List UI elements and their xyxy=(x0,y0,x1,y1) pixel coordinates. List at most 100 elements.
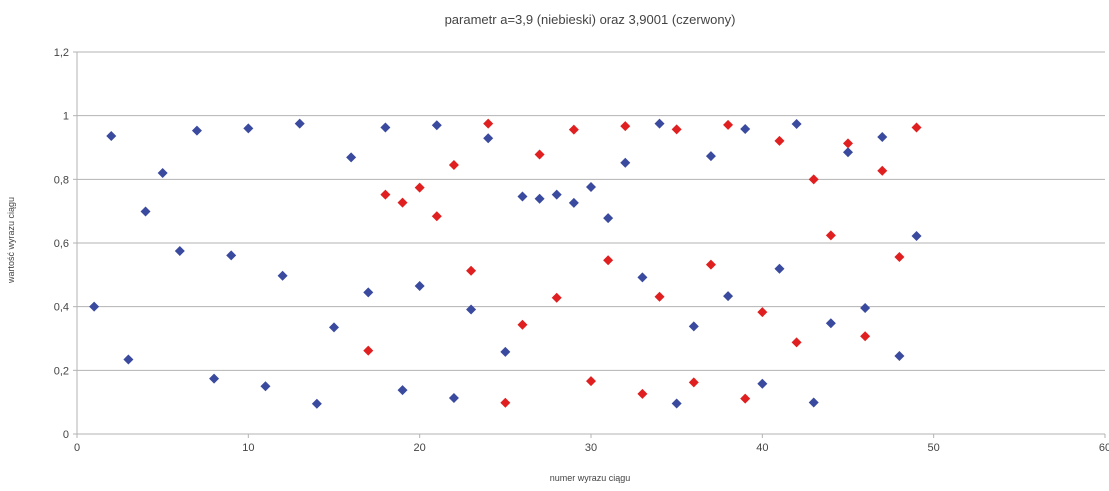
series-0-point-7 xyxy=(209,373,220,384)
series-0-point-18 xyxy=(397,385,408,396)
series-0-point-32 xyxy=(637,272,648,283)
series-1-point-3 xyxy=(414,182,425,193)
chart-title: parametr a=3,9 (niebieski) oraz 3,9001 (… xyxy=(445,12,736,27)
series-1-point-10 xyxy=(534,149,545,160)
series-1-point-5 xyxy=(448,160,459,171)
y-tick-label-0: 0 xyxy=(63,429,69,441)
series-0-point-43 xyxy=(825,318,836,329)
series-0-point-10 xyxy=(260,381,271,392)
series-0-point-6 xyxy=(191,125,202,136)
series-0-point-16 xyxy=(363,287,374,298)
series-0-point-37 xyxy=(723,291,734,302)
series-0-point-26 xyxy=(534,193,545,204)
x-tick-label-1: 10 xyxy=(242,442,254,454)
y-tick-label-5: 1 xyxy=(63,111,69,123)
series-0-point-11 xyxy=(277,270,288,281)
series-0-point-4 xyxy=(157,167,168,178)
x-tick-label-4: 40 xyxy=(756,442,768,454)
series-0-point-48 xyxy=(911,230,922,241)
x-tick-label-0: 0 xyxy=(74,442,80,454)
series-0-point-35 xyxy=(688,321,699,332)
series-1-point-2 xyxy=(397,197,408,208)
series-1-point-26 xyxy=(808,174,819,185)
series-1-point-4 xyxy=(431,211,442,222)
series-0-point-14 xyxy=(329,322,339,333)
series-0-point-42 xyxy=(808,397,819,408)
y-tick-label-3: 0,6 xyxy=(54,238,69,250)
series-0-point-20 xyxy=(431,120,442,131)
series-0-point-1 xyxy=(106,131,117,142)
series-0-point-47 xyxy=(894,351,905,362)
series-0-point-33 xyxy=(654,118,665,129)
series-1-point-15 xyxy=(620,121,631,132)
series-0-point-28 xyxy=(568,197,579,208)
series-1-point-25 xyxy=(791,337,802,348)
series-0-point-27 xyxy=(551,189,562,200)
series-0-point-12 xyxy=(294,118,305,129)
series-1-point-18 xyxy=(671,124,682,135)
series-0-point-5 xyxy=(174,245,185,256)
series-0-point-30 xyxy=(603,213,614,224)
series-1-point-24 xyxy=(774,135,785,146)
series-0-point-40 xyxy=(774,263,785,274)
series-0-point-8 xyxy=(226,250,237,261)
series-1-point-29 xyxy=(860,331,871,342)
series-0-point-24 xyxy=(500,346,511,357)
series-0-point-22 xyxy=(466,304,477,315)
series-1-point-28 xyxy=(843,138,853,149)
series-1-point-17 xyxy=(654,291,665,302)
series-0-point-44 xyxy=(843,147,853,158)
series-1-point-12 xyxy=(568,124,579,135)
series-0-point-17 xyxy=(380,122,391,133)
series-0-point-13 xyxy=(311,398,322,409)
series-0-point-41 xyxy=(791,118,802,129)
y-tick-label-6: 1,2 xyxy=(54,47,69,59)
x-tick-label-2: 20 xyxy=(414,442,426,454)
series-0-point-21 xyxy=(448,393,459,404)
series-1-point-1 xyxy=(380,189,391,200)
series-1-point-32 xyxy=(911,122,922,133)
y-axis-label: wartość wyrazu ciągu xyxy=(6,197,16,284)
series-1-point-13 xyxy=(586,376,596,387)
series-1-point-21 xyxy=(723,119,734,130)
series-1-point-19 xyxy=(688,377,699,388)
series-1-point-14 xyxy=(603,255,614,266)
grid-lines xyxy=(77,51,1105,371)
series-1-point-8 xyxy=(500,397,511,408)
series-0-point-9 xyxy=(243,123,254,134)
series-1-point-9 xyxy=(517,319,528,330)
series-0-point-39 xyxy=(757,378,768,389)
y-tick-label-1: 0,2 xyxy=(54,365,69,377)
x-tick-labels: 0 10 20 30 40 50 60 xyxy=(74,434,1109,454)
series-1-point-20 xyxy=(705,259,716,270)
series-0-point-0 xyxy=(89,301,100,312)
y-tick-label-2: 0,4 xyxy=(54,302,69,314)
x-axis-label: numer wyrazu ciągu xyxy=(550,473,631,483)
series-1 xyxy=(363,118,922,408)
data-points xyxy=(89,118,922,409)
y-tick-labels: 0 0,2 0,4 0,6 0,8 1 1,2 xyxy=(54,47,77,441)
series-0-point-46 xyxy=(877,131,888,142)
series-1-point-7 xyxy=(483,118,494,129)
series-0-point-19 xyxy=(414,280,425,291)
series-0-point-2 xyxy=(123,354,134,365)
series-1-point-22 xyxy=(740,393,751,404)
series-1-point-0 xyxy=(363,345,374,356)
series-0-point-34 xyxy=(671,398,682,409)
series-1-point-23 xyxy=(757,307,768,318)
series-1-point-31 xyxy=(894,252,905,263)
series-0-point-15 xyxy=(346,152,357,163)
series-0-point-23 xyxy=(483,133,494,144)
series-0-point-29 xyxy=(586,181,596,192)
series-0-point-25 xyxy=(517,191,528,202)
series-1-point-16 xyxy=(637,388,648,399)
series-0-point-36 xyxy=(705,151,716,162)
series-0-point-3 xyxy=(140,206,151,217)
y-tick-label-4: 0,8 xyxy=(54,174,69,186)
series-1-point-11 xyxy=(551,292,562,303)
series-0-point-31 xyxy=(620,157,631,168)
x-tick-label-5: 50 xyxy=(928,442,940,454)
x-tick-label-6: 60 xyxy=(1099,442,1109,454)
series-1-point-30 xyxy=(877,165,888,176)
